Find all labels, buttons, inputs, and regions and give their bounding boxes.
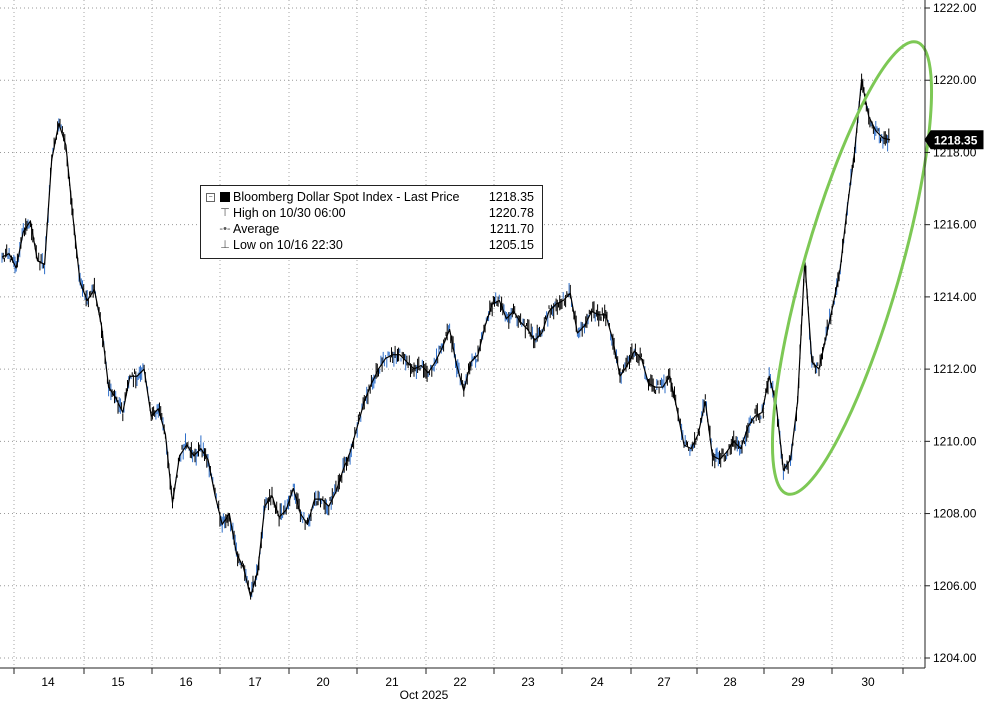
y-tick-label: 1212.00 — [933, 362, 977, 376]
x-tick-label: 24 — [590, 675, 604, 689]
y-tick-label: 1220.00 — [933, 73, 977, 87]
legend-high-row: ⊤ High on 10/30 06:00 1220.78 — [219, 205, 534, 221]
y-tick-label: 1214.00 — [933, 290, 977, 304]
x-tick-label: 21 — [385, 675, 399, 689]
last-price-tag: 1218.35 — [924, 130, 984, 150]
last-price-tag-shape — [924, 130, 984, 150]
x-tick-label: 14 — [41, 675, 55, 689]
legend-average-value: 1211.70 — [489, 222, 534, 236]
legend-low-label: Low on 10/16 22:30 — [233, 238, 343, 252]
grid-layer — [0, 0, 925, 668]
x-month-label: Oct 2025 — [400, 688, 449, 702]
x-tick-label: 29 — [791, 675, 805, 689]
price-line — [1, 79, 891, 598]
y-tick-label: 1222.00 — [933, 1, 977, 15]
series-layer — [1, 73, 891, 600]
y-tick-label: 1208.00 — [933, 507, 977, 521]
legend-low-value: 1205.15 — [488, 238, 534, 252]
legend-average-label: Average — [233, 222, 280, 236]
y-tick-label: 1216.00 — [933, 218, 977, 232]
highlight-ellipse — [770, 40, 934, 496]
legend-high-value: 1220.78 — [488, 206, 534, 220]
y-tick-label: 1206.00 — [933, 579, 977, 593]
low-marker-icon: ⊥ — [220, 239, 230, 251]
legend-low-row: ⊥ Low on 10/16 22:30 1205.15 — [219, 237, 534, 253]
legend-high-label: High on 10/30 06:00 — [233, 206, 346, 220]
x-tick-label: 17 — [248, 675, 262, 689]
high-marker-icon: ⊤ — [220, 207, 230, 219]
y-tick-label: 1210.00 — [933, 434, 977, 448]
collapse-icon[interactable]: − — [206, 193, 215, 202]
legend-average-row: -•- Average 1211.70 — [219, 221, 534, 237]
x-tick-label: 23 — [521, 675, 535, 689]
x-tick-label: 28 — [723, 675, 737, 689]
x-tick-label: 22 — [453, 675, 467, 689]
legend-series-value: 1218.35 — [488, 190, 534, 204]
x-tick-label: 20 — [316, 675, 330, 689]
x-tick-label: 27 — [657, 675, 671, 689]
legend-series-title: Bloomberg Dollar Spot Index - Last Price — [233, 190, 460, 204]
annotation-layer — [770, 40, 934, 496]
chart-legend: − Bloomberg Dollar Spot Index - Last Pri… — [200, 185, 543, 259]
x-tick-label: 15 — [111, 675, 125, 689]
last-price-tag-label: 1218.35 — [934, 133, 978, 147]
y-tick-label: 1204.00 — [933, 651, 977, 665]
legend-series-row: Bloomberg Dollar Spot Index - Last Price… — [219, 189, 534, 205]
series-swatch-icon — [220, 192, 230, 202]
x-tick-label: 16 — [179, 675, 193, 689]
x-tick-label: 30 — [861, 675, 875, 689]
average-line-icon: -•- — [219, 223, 231, 235]
